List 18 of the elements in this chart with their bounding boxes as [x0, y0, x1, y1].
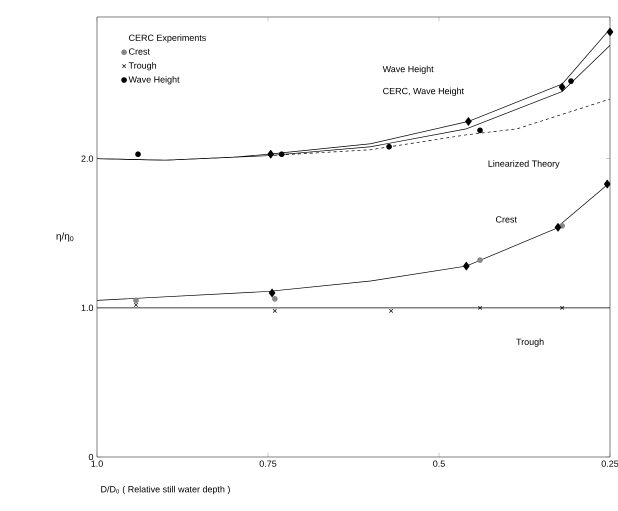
y-tick-label: 1.0	[82, 304, 94, 312]
legend-title: CERC Experiments	[129, 34, 206, 43]
y-axis-title: η/η$_{0}$	[56, 232, 74, 242]
y-tick-label: 0	[88, 454, 94, 460]
x-tick-label: 0.75	[260, 460, 276, 467]
legend-label: Trough	[128, 62, 156, 70]
annotation: Crest	[496, 216, 517, 223]
annotation: Linearized Theory	[488, 160, 560, 169]
x-tick-label: 0.25	[602, 460, 618, 467]
annotation: CERC, Wave Height	[383, 88, 464, 96]
legend-label: Wave Height	[128, 76, 180, 84]
legend-label: Crest	[129, 48, 150, 55]
annotation: Wave Height	[382, 66, 434, 74]
x-tick-label: 1.0	[91, 460, 103, 467]
x-tick-label: 0.5	[433, 460, 445, 467]
annotation: Trough	[516, 338, 544, 347]
y-tick-label: 2.0	[81, 156, 94, 162]
x-axis-title: D/D$_{0}$ ( Relative still water depth )	[101, 486, 230, 494]
